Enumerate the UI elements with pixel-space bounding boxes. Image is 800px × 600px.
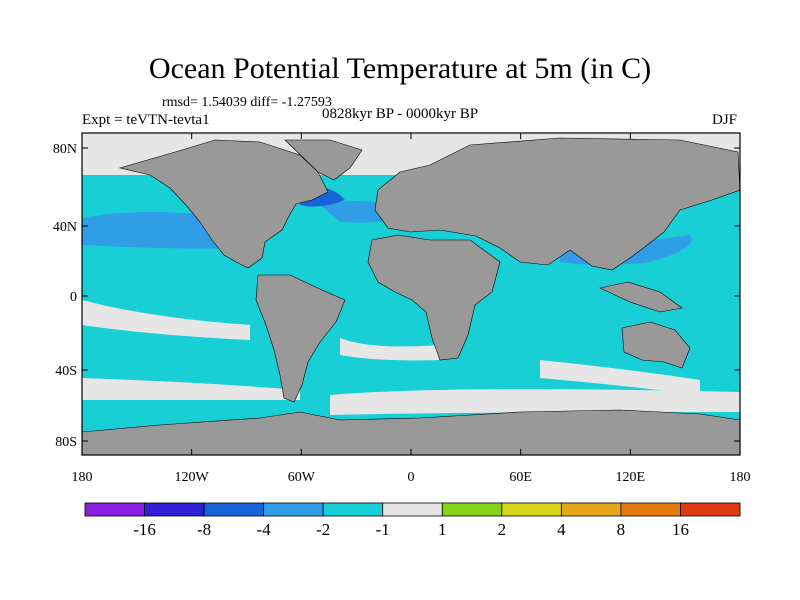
season-text: DJF	[712, 112, 738, 128]
indian-band	[540, 360, 700, 395]
colorbar-label: 8	[617, 520, 626, 539]
colorbar-swatch	[203, 502, 265, 517]
colorbar-label: -8	[197, 520, 211, 539]
lon-tick-label: 120W	[175, 470, 210, 485]
colorbar-swatch	[382, 502, 443, 517]
colorbar-label: 16	[672, 520, 689, 539]
antarctica	[82, 409, 740, 455]
lon-tick-label: 120E	[616, 470, 646, 485]
south-america	[255, 274, 346, 403]
greenland	[284, 139, 363, 181]
colorbar-swatch	[441, 502, 503, 517]
lon-tick-label: 180	[730, 470, 751, 485]
colorbar-swatch	[144, 502, 205, 517]
colorbar-swatch	[263, 502, 324, 517]
south-atlantic-band	[340, 338, 440, 361]
south-pacific-band	[82, 300, 250, 340]
chart-title: Ocean Potential Temperature at 5m (in C)	[148, 52, 652, 85]
colorbar-label: -16	[133, 520, 156, 539]
rmsd-diff-text: rmsd= 1.54039 diff= -1.27593	[162, 95, 332, 110]
lon-ticks: 180 120W 60W 0 60E 120E 180	[72, 133, 751, 485]
lat-ticks: 80N 40N 0 40S 80S	[53, 142, 740, 450]
land-masses	[82, 137, 740, 455]
colorbar-label: -1	[376, 520, 390, 539]
colorbar-swatch	[620, 502, 681, 517]
africa	[367, 234, 501, 361]
colorbar-swatch	[501, 502, 562, 517]
colorbar-label: 4	[557, 520, 566, 539]
lat-tick-label: 40N	[53, 220, 77, 235]
experiment-text: Expt = teVTN-tevta1	[82, 112, 210, 128]
colorbar-swatch	[84, 502, 145, 517]
colorbar-swatch	[680, 502, 741, 517]
lon-tick-label: 60W	[288, 470, 316, 485]
colorbar-label: 2	[498, 520, 507, 539]
southern-band-1	[82, 378, 300, 400]
colorbar-label: 1	[438, 520, 447, 539]
colorbar-swatch	[560, 502, 622, 517]
eurasia	[374, 137, 740, 271]
maritime-asia	[599, 281, 683, 313]
colorbar-swatch	[322, 502, 384, 517]
lon-tick-label: 0	[408, 470, 415, 485]
map-area	[82, 133, 740, 455]
southern-band-2	[330, 389, 740, 415]
lat-tick-label: 0	[70, 290, 77, 305]
australia	[621, 321, 691, 369]
lat-tick-label: 80N	[53, 142, 77, 157]
lat-tick-label: 40S	[55, 364, 77, 379]
colorbar-label: -4	[257, 520, 272, 539]
lon-tick-label: 60E	[509, 470, 532, 485]
lat-tick-label: 80S	[55, 435, 77, 450]
lon-tick-label: 180	[72, 470, 93, 485]
colorbar: -16 -8 -4 -2 -1 1 2 4 8 16	[84, 502, 741, 539]
period-text: 0828kyr BP - 0000kyr BP	[322, 106, 479, 122]
colorbar-label: -2	[316, 520, 330, 539]
